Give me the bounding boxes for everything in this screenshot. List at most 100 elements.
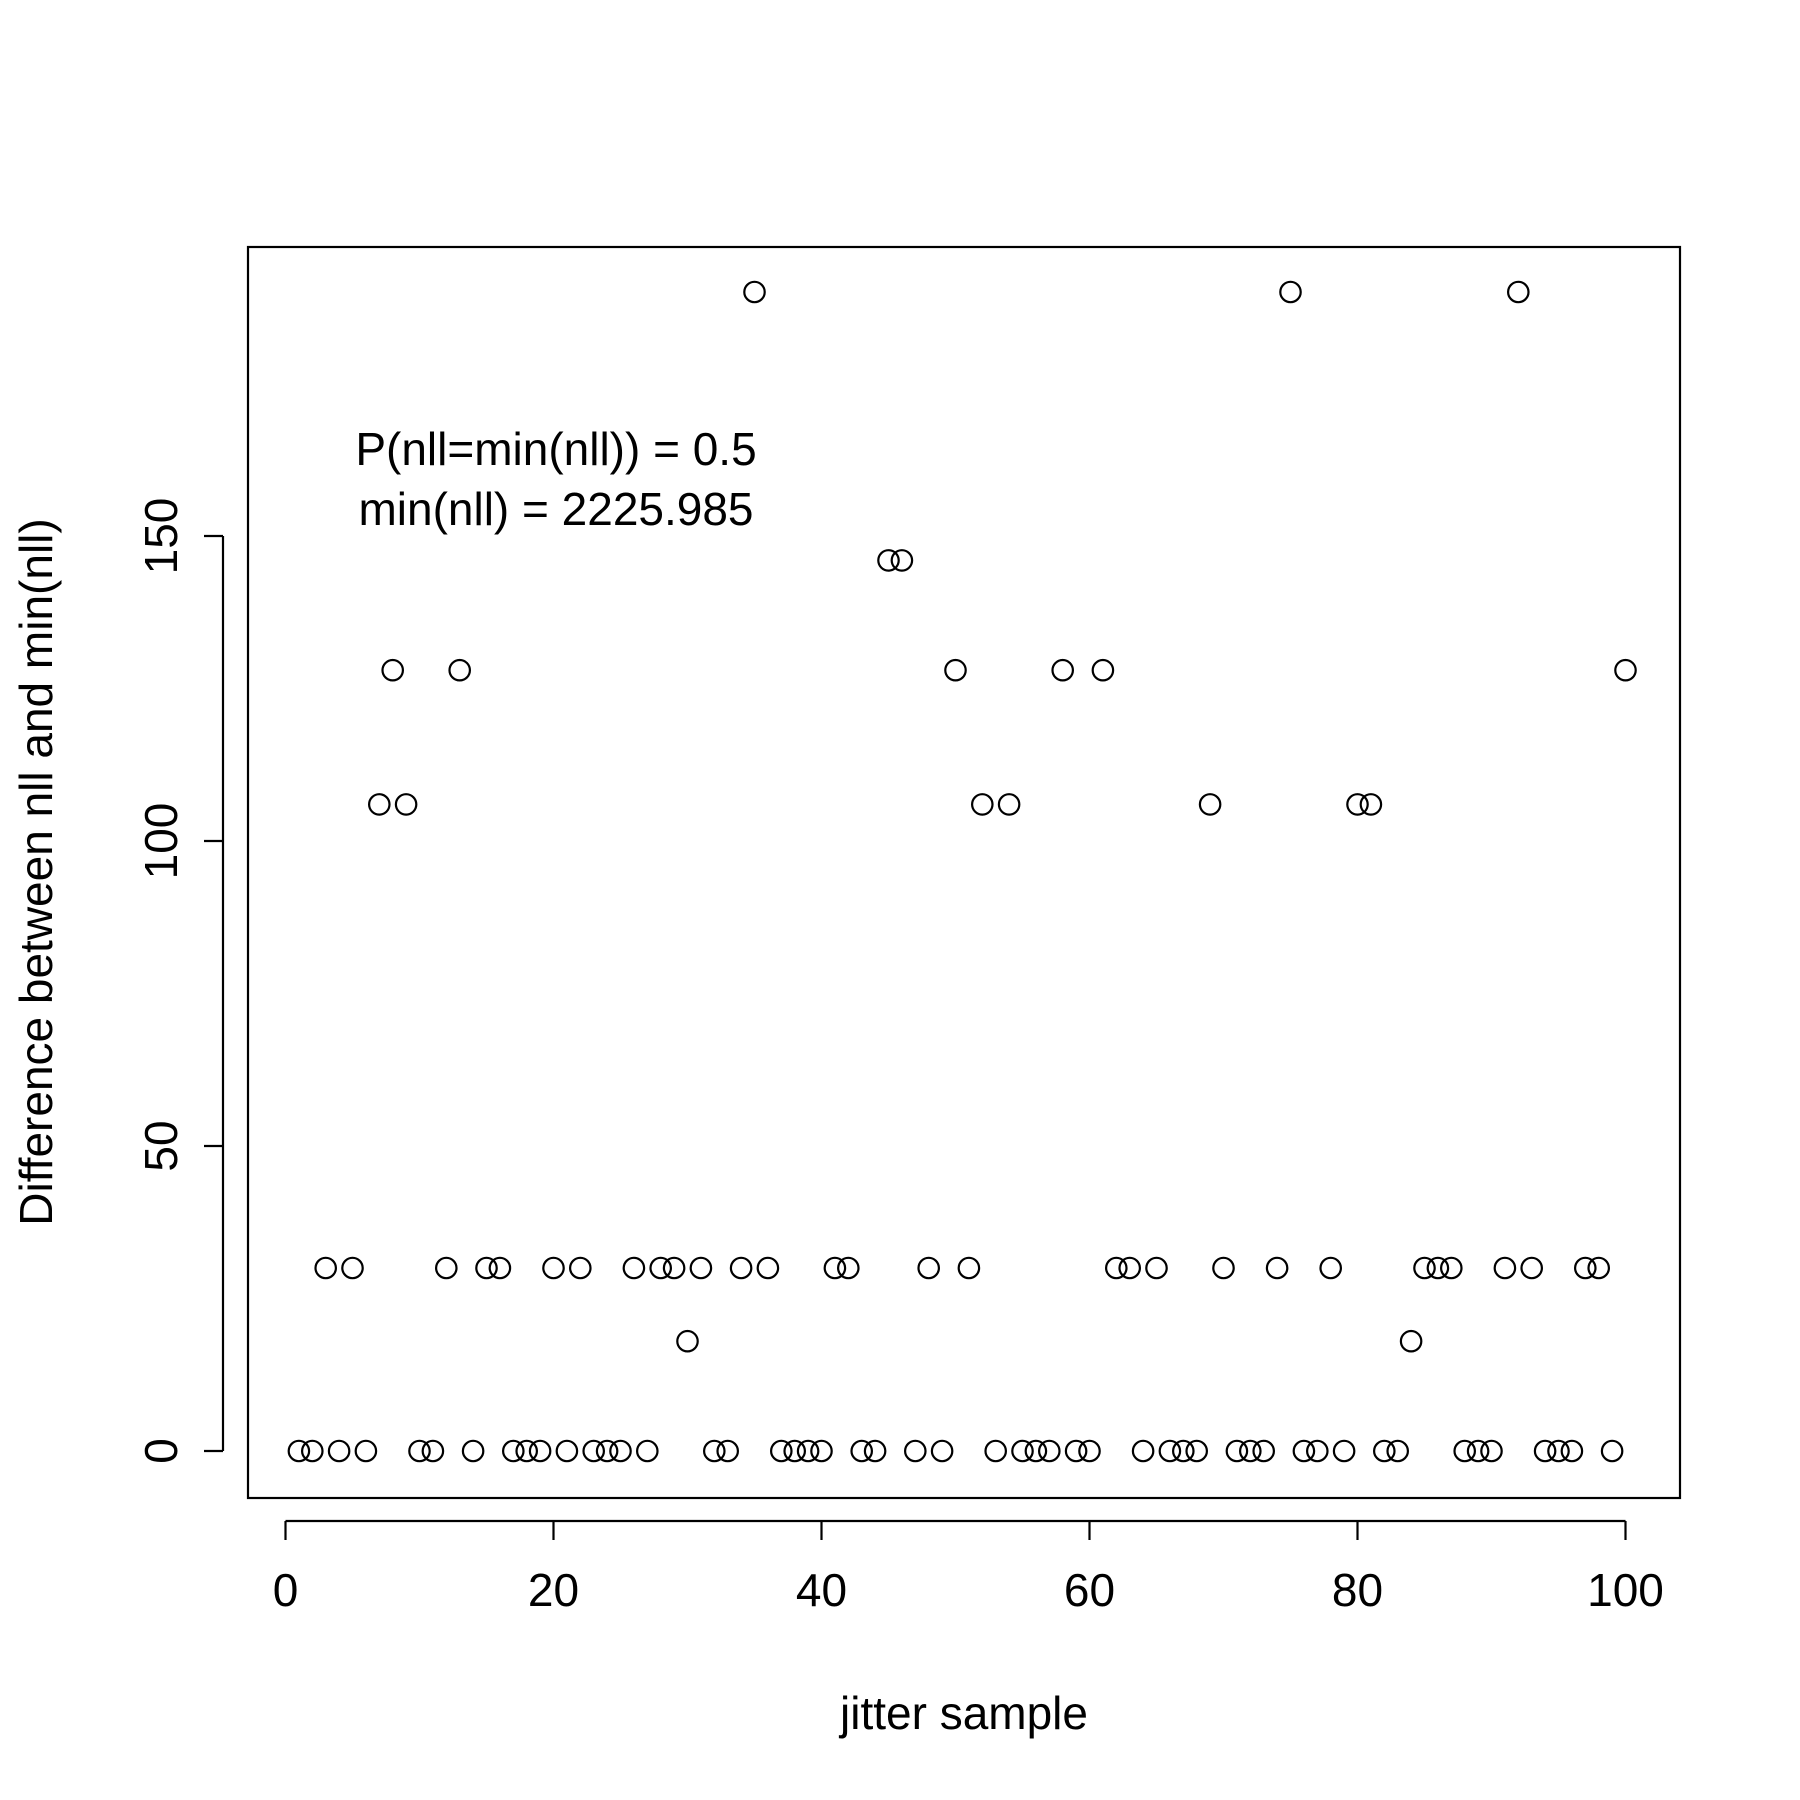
data-point-51 (957, 1256, 981, 1280)
data-point-31 (689, 1256, 713, 1280)
data-point-48 (917, 1256, 940, 1280)
data-point-81 (1359, 793, 1383, 816)
data-point-44 (863, 1439, 887, 1463)
data-point-46 (890, 549, 914, 572)
data-point-96 (1560, 1439, 1584, 1463)
data-point-75 (1279, 280, 1302, 304)
data-point-36 (756, 1256, 780, 1280)
data-point-88 (1453, 1439, 1476, 1463)
data-point-82 (1373, 1439, 1396, 1463)
data-point-49 (930, 1439, 954, 1463)
data-point-8 (381, 658, 404, 682)
data-point-27 (635, 1439, 659, 1463)
data-point-74 (1265, 1256, 1289, 1280)
data-point-1 (287, 1439, 311, 1463)
data-point-60 (1078, 1439, 1101, 1463)
data-point-10 (408, 1439, 431, 1463)
x-axis-title: jitter sample (838, 1687, 1088, 1739)
plot-frame (246, 245, 1682, 1500)
data-point-42 (836, 1256, 860, 1280)
data-point-24 (595, 1439, 619, 1463)
data-point-78 (1319, 1256, 1342, 1280)
data-point-54 (997, 793, 1021, 816)
data-point-68 (1185, 1439, 1208, 1463)
data-point-99 (1600, 1439, 1624, 1463)
data-point-94 (1533, 1439, 1557, 1463)
data-point-20 (542, 1256, 565, 1280)
data-point-33 (716, 1439, 739, 1463)
data-point-12 (434, 1256, 458, 1280)
data-point-57 (1038, 1439, 1061, 1463)
y-tick-label-0: 0 (135, 1438, 187, 1464)
data-point-55 (1011, 1439, 1034, 1463)
data-point-85 (1413, 1256, 1436, 1280)
data-point-37 (769, 1439, 793, 1463)
data-point-32 (702, 1439, 726, 1463)
data-point-72 (1239, 1439, 1262, 1463)
data-point-91 (1493, 1256, 1517, 1280)
data-point-62 (1105, 1256, 1128, 1280)
data-point-40 (810, 1439, 833, 1463)
data-point-93 (1520, 1256, 1543, 1280)
data-point-41 (823, 1256, 847, 1280)
data-point-38 (783, 1439, 806, 1463)
data-point-15 (475, 1256, 498, 1280)
x-tick-label-2: 40 (796, 1564, 847, 1616)
x-tick-label-4: 80 (1332, 1564, 1383, 1616)
data-point-56 (1024, 1439, 1048, 1463)
data-point-83 (1386, 1439, 1409, 1463)
data-point-45 (877, 549, 900, 572)
data-point-87 (1440, 1256, 1463, 1280)
data-point-63 (1118, 1256, 1141, 1280)
data-point-30 (676, 1329, 699, 1353)
data-point-34 (729, 1256, 753, 1280)
data-point-23 (582, 1439, 605, 1463)
data-point-22 (568, 1256, 592, 1280)
data-point-28 (649, 1256, 672, 1280)
x-tick-label-1: 20 (528, 1564, 579, 1616)
data-point-84 (1399, 1329, 1423, 1353)
text-layer: 0 20 40 60 80 100 0 50 100 150 jitter sample Differ… (10, 423, 1664, 1739)
data-point-50 (944, 658, 967, 682)
data-point-47 (903, 1439, 927, 1463)
data-point-52 (970, 793, 994, 816)
data-point-39 (796, 1439, 820, 1463)
annotation-probability: P(nll=min(nll)) = 0.5 (355, 423, 756, 475)
data-point-61 (1091, 658, 1115, 682)
x-tick-label-0: 0 (273, 1564, 299, 1616)
data-point-25 (609, 1439, 632, 1463)
data-point-53 (984, 1439, 1007, 1463)
data-point-17 (501, 1439, 525, 1463)
data-point-5 (341, 1256, 364, 1280)
data-point-7 (367, 793, 391, 816)
data-point-69 (1198, 793, 1222, 816)
data-point-90 (1480, 1439, 1503, 1463)
annotation-min-nll: min(nll) = 2225.985 (358, 483, 753, 535)
data-point-35 (743, 280, 766, 304)
x-tick-label-5: 100 (1587, 1564, 1664, 1616)
data-point-58 (1051, 658, 1074, 682)
data-point-29 (662, 1256, 686, 1280)
data-point-79 (1332, 1439, 1356, 1463)
data-point-98 (1587, 1256, 1610, 1280)
data-point-9 (394, 793, 418, 816)
data-point-21 (555, 1439, 579, 1463)
axes-layer (204, 245, 1682, 1540)
data-point-11 (421, 1439, 445, 1463)
data-point-80 (1346, 793, 1369, 816)
data-point-71 (1225, 1439, 1249, 1463)
data-point-95 (1547, 1439, 1570, 1463)
y-tick-label-3: 150 (135, 498, 187, 575)
data-point-65 (1145, 1256, 1168, 1280)
data-point-2 (300, 1439, 324, 1463)
data-point-92 (1507, 280, 1530, 304)
data-point-18 (515, 1439, 538, 1463)
data-point-26 (622, 1256, 646, 1280)
data-point-70 (1212, 1256, 1235, 1280)
data-point-3 (314, 1256, 337, 1280)
data-point-43 (850, 1439, 873, 1463)
data-point-77 (1306, 1439, 1329, 1463)
data-point-16 (488, 1256, 512, 1280)
data-point-13 (448, 658, 471, 682)
